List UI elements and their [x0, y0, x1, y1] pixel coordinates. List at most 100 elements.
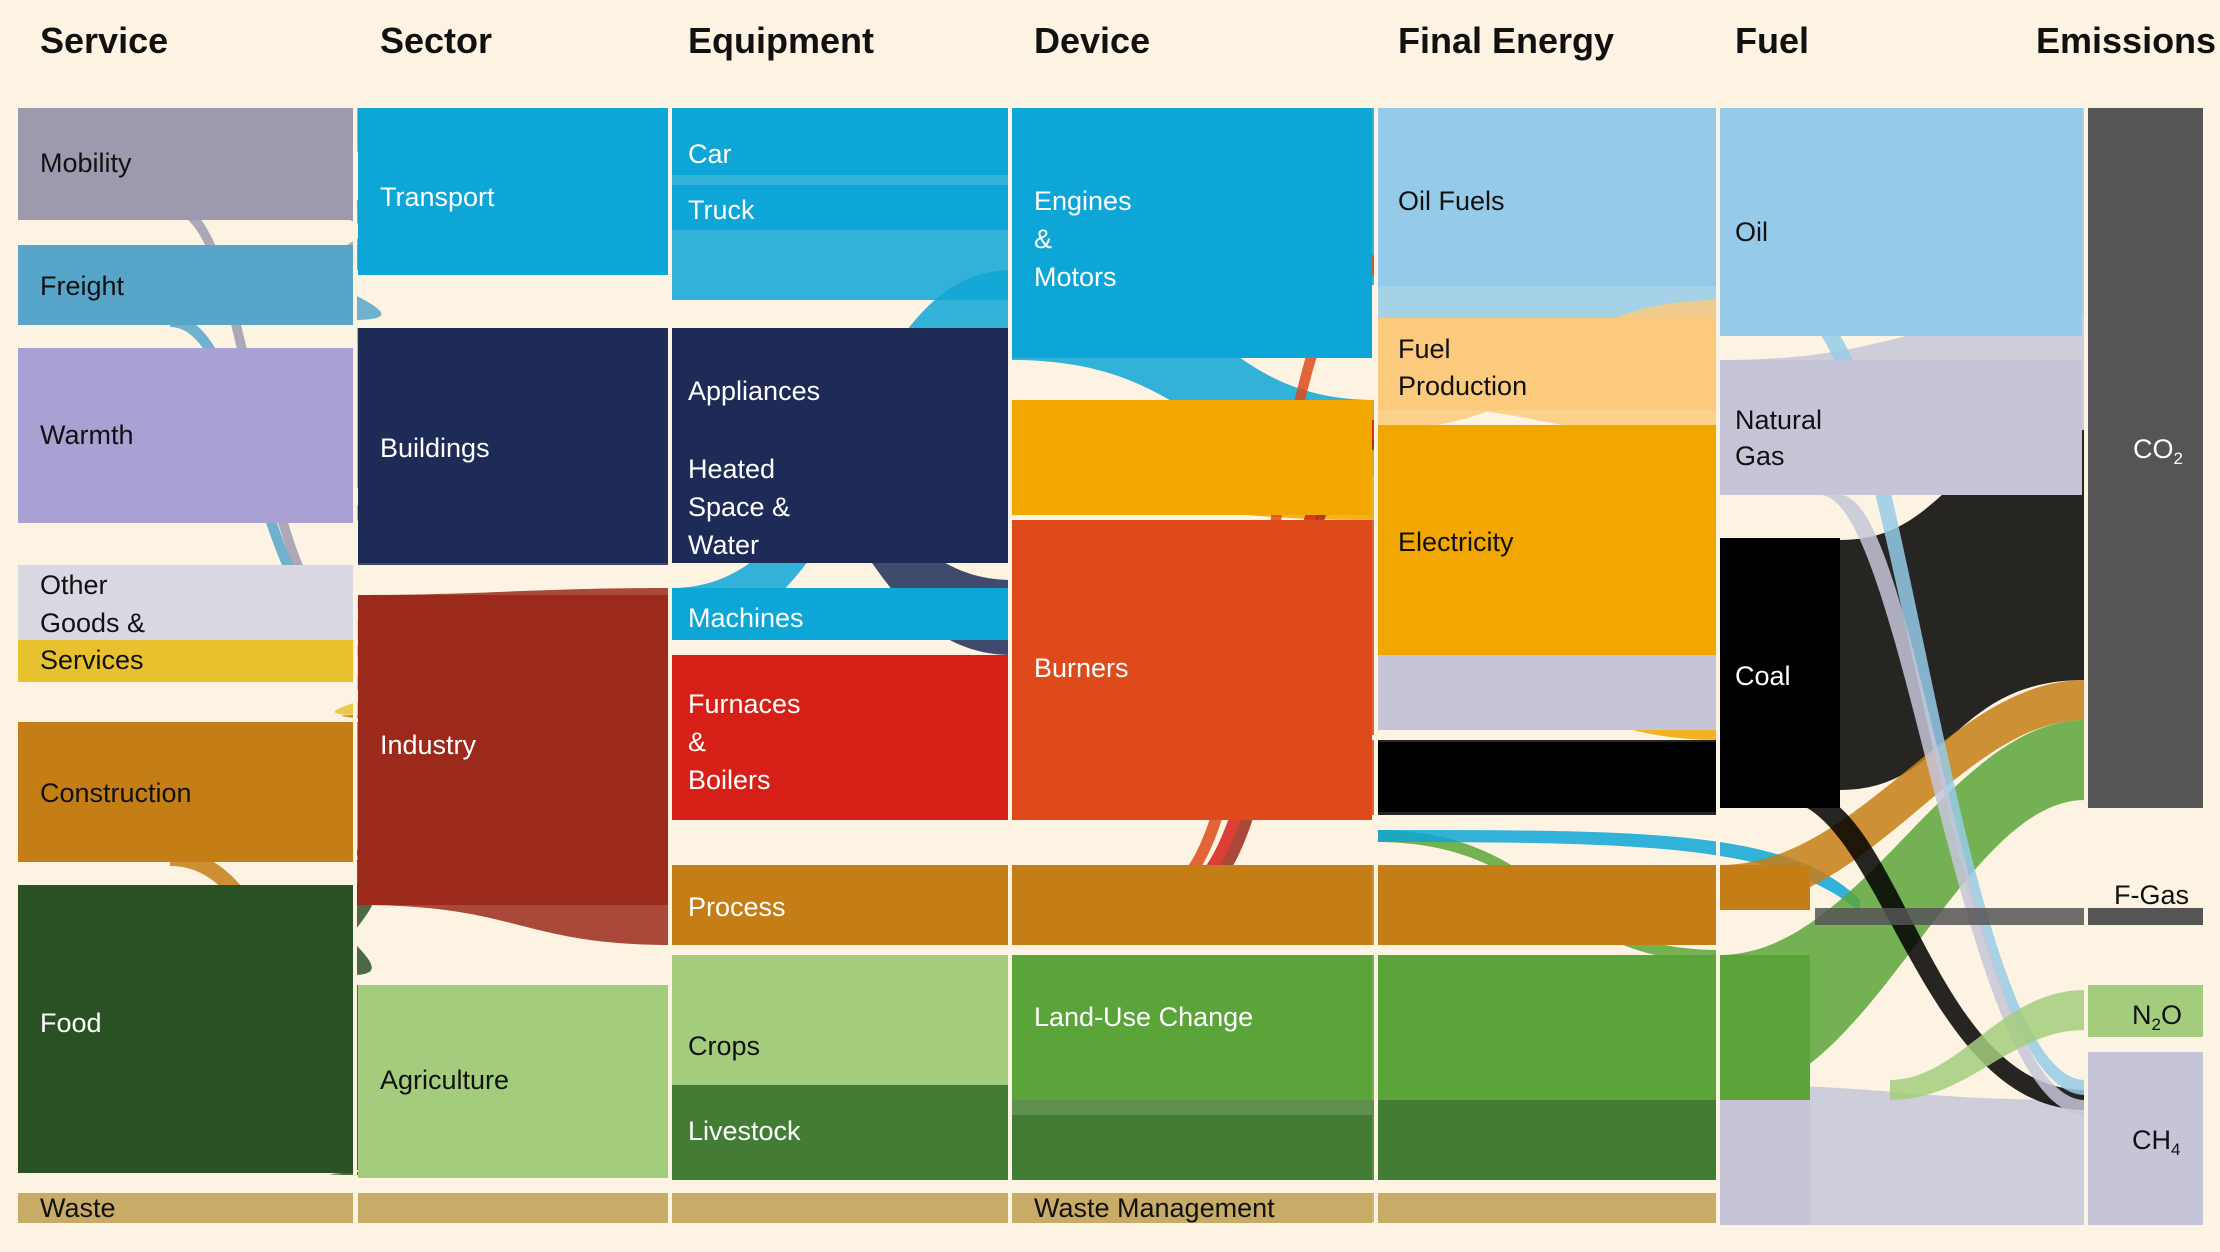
node-process-device — [1012, 865, 1372, 945]
label-buildings: Buildings — [380, 433, 490, 463]
header-device: Device — [1034, 20, 1151, 61]
node-car — [672, 108, 1008, 175]
label-mobility: Mobility — [40, 148, 132, 178]
node-oil — [1720, 108, 2082, 336]
label-transport: Transport — [380, 182, 495, 212]
label-machines: Machines — [688, 603, 804, 633]
label-land-use-change: Land-Use Change — [1034, 1002, 1254, 1032]
header-service: Service — [40, 20, 169, 61]
node-land-use — [1012, 955, 1372, 1100]
label-coal: Coal — [1735, 661, 1791, 691]
header-fuel: Fuel — [1735, 20, 1810, 61]
node-oil-fuels — [1378, 108, 1716, 286]
label-appliances: Appliances — [688, 376, 821, 406]
node-industry — [358, 595, 668, 905]
label-other-goods-1: Other — [40, 570, 108, 600]
label-crops: Crops — [688, 1031, 761, 1061]
node-natural-gas — [1720, 360, 2082, 495]
label-oil-fuels: Oil Fuels — [1398, 186, 1505, 216]
label-engines-2: & — [1034, 224, 1053, 254]
node-fuel-process — [1720, 865, 1810, 910]
node-other-goods — [18, 565, 353, 640]
label-natural-gas-1: Natural — [1735, 405, 1823, 435]
label-other-goods-2: Goods & — [40, 608, 146, 638]
node-ch4 — [2088, 1052, 2203, 1225]
label-freight: Freight — [40, 271, 125, 301]
node-construction — [18, 722, 353, 862]
node-waste-sector — [358, 1193, 668, 1223]
node-device-agri — [1012, 1115, 1372, 1180]
node-truck — [672, 185, 1008, 230]
label-furnaces-2: & — [688, 727, 707, 757]
label-n2o-tail: O — [2160, 1000, 2182, 1030]
node-freight — [18, 245, 353, 325]
node-waste — [18, 1193, 353, 1223]
node-co2 — [2088, 108, 2203, 808]
label-livestock: Livestock — [688, 1116, 801, 1146]
node-agriculture — [358, 985, 668, 1178]
header-final-energy: Final Energy — [1398, 20, 1615, 61]
label-ch4: CH4 — [2132, 1121, 2180, 1169]
header-equipment: Equipment — [688, 20, 874, 61]
label-ch4-base: CH — [2132, 1125, 2171, 1155]
label-n2o: N2O — [2132, 996, 2182, 1044]
header-sector: Sector — [380, 20, 493, 61]
node-electricity — [1378, 425, 1716, 655]
node-crops — [672, 955, 1008, 1085]
flow-construction-industry — [341, 715, 374, 862]
flow-process-co2 — [1720, 680, 2085, 910]
label-heated-2: Space & — [688, 492, 791, 522]
node-food — [18, 885, 353, 1173]
node-n2o — [2088, 985, 2203, 1037]
node-waste-management — [1012, 1193, 1372, 1223]
label-furnaces-1: Furnaces — [688, 689, 801, 719]
label-car: Car — [688, 139, 732, 169]
node-electricity-gas — [1378, 655, 1716, 730]
node-buildings — [358, 328, 668, 563]
label-burners: Burners — [1034, 653, 1129, 683]
label-truck: Truck — [688, 195, 755, 225]
node-mobility — [18, 108, 353, 220]
label-co2: CO2 — [2133, 430, 2183, 478]
node-coal — [1720, 538, 1840, 808]
node-burners — [1012, 520, 1372, 820]
label-other-goods-3: Services — [40, 645, 144, 675]
node-warmth — [18, 348, 353, 523]
node-livestock — [672, 1085, 1008, 1180]
node-fuel-agri — [1720, 1100, 1810, 1225]
node-fe-agri — [1378, 1100, 1716, 1180]
label-ch4-sub: 4 — [2171, 1140, 2181, 1159]
node-fuel-landuse — [1720, 955, 1810, 1100]
label-fuel-production-1: Fuel — [1398, 334, 1451, 364]
label-agriculture: Agriculture — [380, 1065, 510, 1095]
node-fe-process — [1378, 865, 1716, 945]
node-waste-equip — [672, 1193, 1008, 1223]
node-machines — [672, 588, 1008, 640]
label-engines-3: Motors — [1034, 262, 1117, 292]
header-emissions: Emissions — [2036, 20, 2217, 61]
flow-truck-engines-down — [672, 230, 1012, 300]
node-fgas — [2088, 908, 2203, 925]
flow-agri-ch4 — [1720, 1085, 2085, 1225]
label-fuel-production-2: Production — [1398, 371, 1528, 401]
node-process — [672, 865, 1008, 945]
label-construction: Construction — [40, 778, 192, 808]
label-warmth: Warmth — [40, 420, 134, 450]
flow-n2o — [1890, 990, 2085, 1100]
label-waste: Waste — [40, 1193, 116, 1223]
column-separators — [353, 100, 2088, 1230]
label-electricity: Electricity — [1398, 527, 1514, 557]
node-transport — [358, 108, 668, 275]
label-process: Process — [688, 892, 786, 922]
label-food: Food — [40, 1008, 102, 1038]
node-fe-waste — [1378, 1193, 1716, 1223]
label-engines-1: Engines — [1034, 186, 1132, 216]
label-co2-base: CO — [2133, 434, 2174, 464]
node-appliances — [672, 328, 1008, 563]
node-fe-landuse — [1378, 955, 1716, 1100]
node-engines — [1012, 108, 1372, 358]
flow-fgas — [1815, 908, 2085, 925]
node-device-orange — [1012, 400, 1372, 515]
label-industry: Industry — [380, 730, 477, 760]
label-heated-1: Heated — [688, 454, 776, 484]
